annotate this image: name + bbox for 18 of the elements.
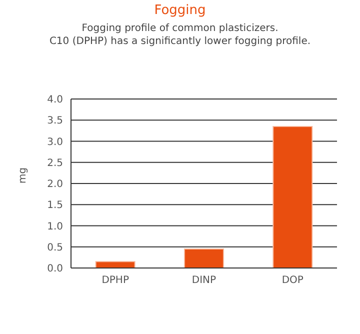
chart-subtitle: Fogging profile of common plasticizers. C10 (DPHP) has a significantly lower fogging profile. bbox=[48, 22, 312, 48]
y-tick-label: 2.0 bbox=[47, 179, 63, 190]
x-tick-label: DPHP bbox=[102, 275, 129, 286]
y-tick-label: 0.5 bbox=[47, 242, 63, 254]
y-tick-label: 1.5 bbox=[47, 200, 63, 212]
y-tick-label: 3.0 bbox=[47, 136, 63, 148]
y-tick-label: 1.0 bbox=[47, 221, 63, 232]
y-tick-label: 2.5 bbox=[47, 158, 63, 169]
y-axis-title: mg bbox=[18, 167, 29, 184]
bar bbox=[272, 126, 313, 268]
y-tick-label: 4.0 bbox=[47, 94, 63, 106]
x-tick-label: DOP bbox=[282, 275, 304, 286]
y-tick-label: 3.5 bbox=[47, 116, 63, 127]
bar bbox=[95, 261, 136, 268]
x-tick-label: DINP bbox=[192, 275, 216, 286]
chart-title: Fogging bbox=[153, 3, 207, 18]
y-tick-label: 0.0 bbox=[47, 264, 63, 275]
bar bbox=[184, 248, 224, 268]
